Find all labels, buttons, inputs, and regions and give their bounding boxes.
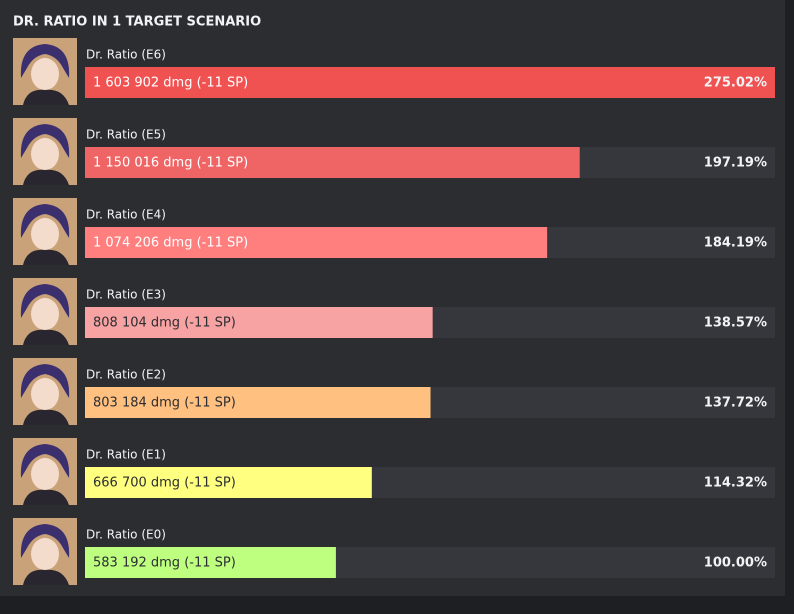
row-name: Dr. Ratio (E5) [86,128,166,142]
avatar-body [23,249,69,265]
bar [85,387,431,418]
bar [85,147,580,178]
avatar-face [31,538,59,570]
avatar-body [23,89,69,105]
percent-label: 275.02% [704,76,767,91]
row-name: Dr. Ratio (E1) [86,448,166,462]
avatar [13,118,77,185]
avatar-hair [20,204,70,238]
avatar [13,518,77,585]
avatar-hair [20,44,70,78]
bar-value-label: 803 184 dmg (-11 SP) [93,396,236,411]
bar-value-label: 1 074 206 dmg (-11 SP) [93,236,248,251]
percent-label: 184.19% [704,236,767,251]
bar [85,227,548,258]
row-name: Dr. Ratio (E3) [86,288,166,302]
bar-value-label: 666 700 dmg (-11 SP) [93,476,236,491]
avatar-face [31,298,59,330]
avatar-hair [20,284,70,318]
avatar-hair [20,524,70,558]
bar-value-label: 1 603 902 dmg (-11 SP) [93,76,248,91]
avatar [13,278,77,345]
avatar-body [23,489,69,505]
percent-label: 138.57% [704,316,767,331]
row-name: Dr. Ratio (E0) [86,528,166,542]
avatar-hair [20,364,70,398]
row-name: Dr. Ratio (E6) [86,48,166,62]
avatar-face [31,378,59,410]
avatar-face [31,138,59,170]
avatar-hair [20,444,70,478]
bar-value-label: 1 150 016 dmg (-11 SP) [93,156,248,171]
bar [85,467,372,498]
avatar [13,198,77,265]
bar [85,67,775,98]
bar-value-label: 583 192 dmg (-11 SP) [93,556,236,571]
avatar-hair [20,124,70,158]
percent-label: 137.72% [704,396,767,411]
row-name: Dr. Ratio (E2) [86,368,166,382]
avatar [13,358,77,425]
row-name: Dr. Ratio (E4) [86,208,166,222]
avatar-body [23,409,69,425]
avatar-body [23,329,69,345]
avatar-body [23,569,69,585]
avatar-face [31,458,59,490]
percent-label: 100.00% [704,556,767,571]
avatar [13,438,77,505]
avatar-face [31,218,59,250]
percent-label: 114.32% [704,476,767,491]
bar [85,307,433,338]
bar [85,547,336,578]
bar-value-label: 808 104 dmg (-11 SP) [93,316,236,331]
avatar-face [31,58,59,90]
percent-label: 197.19% [704,156,767,171]
chart-title: DR. RATIO IN 1 TARGET SCENARIO [13,15,261,30]
avatar-body [23,169,69,185]
avatar [13,38,77,105]
